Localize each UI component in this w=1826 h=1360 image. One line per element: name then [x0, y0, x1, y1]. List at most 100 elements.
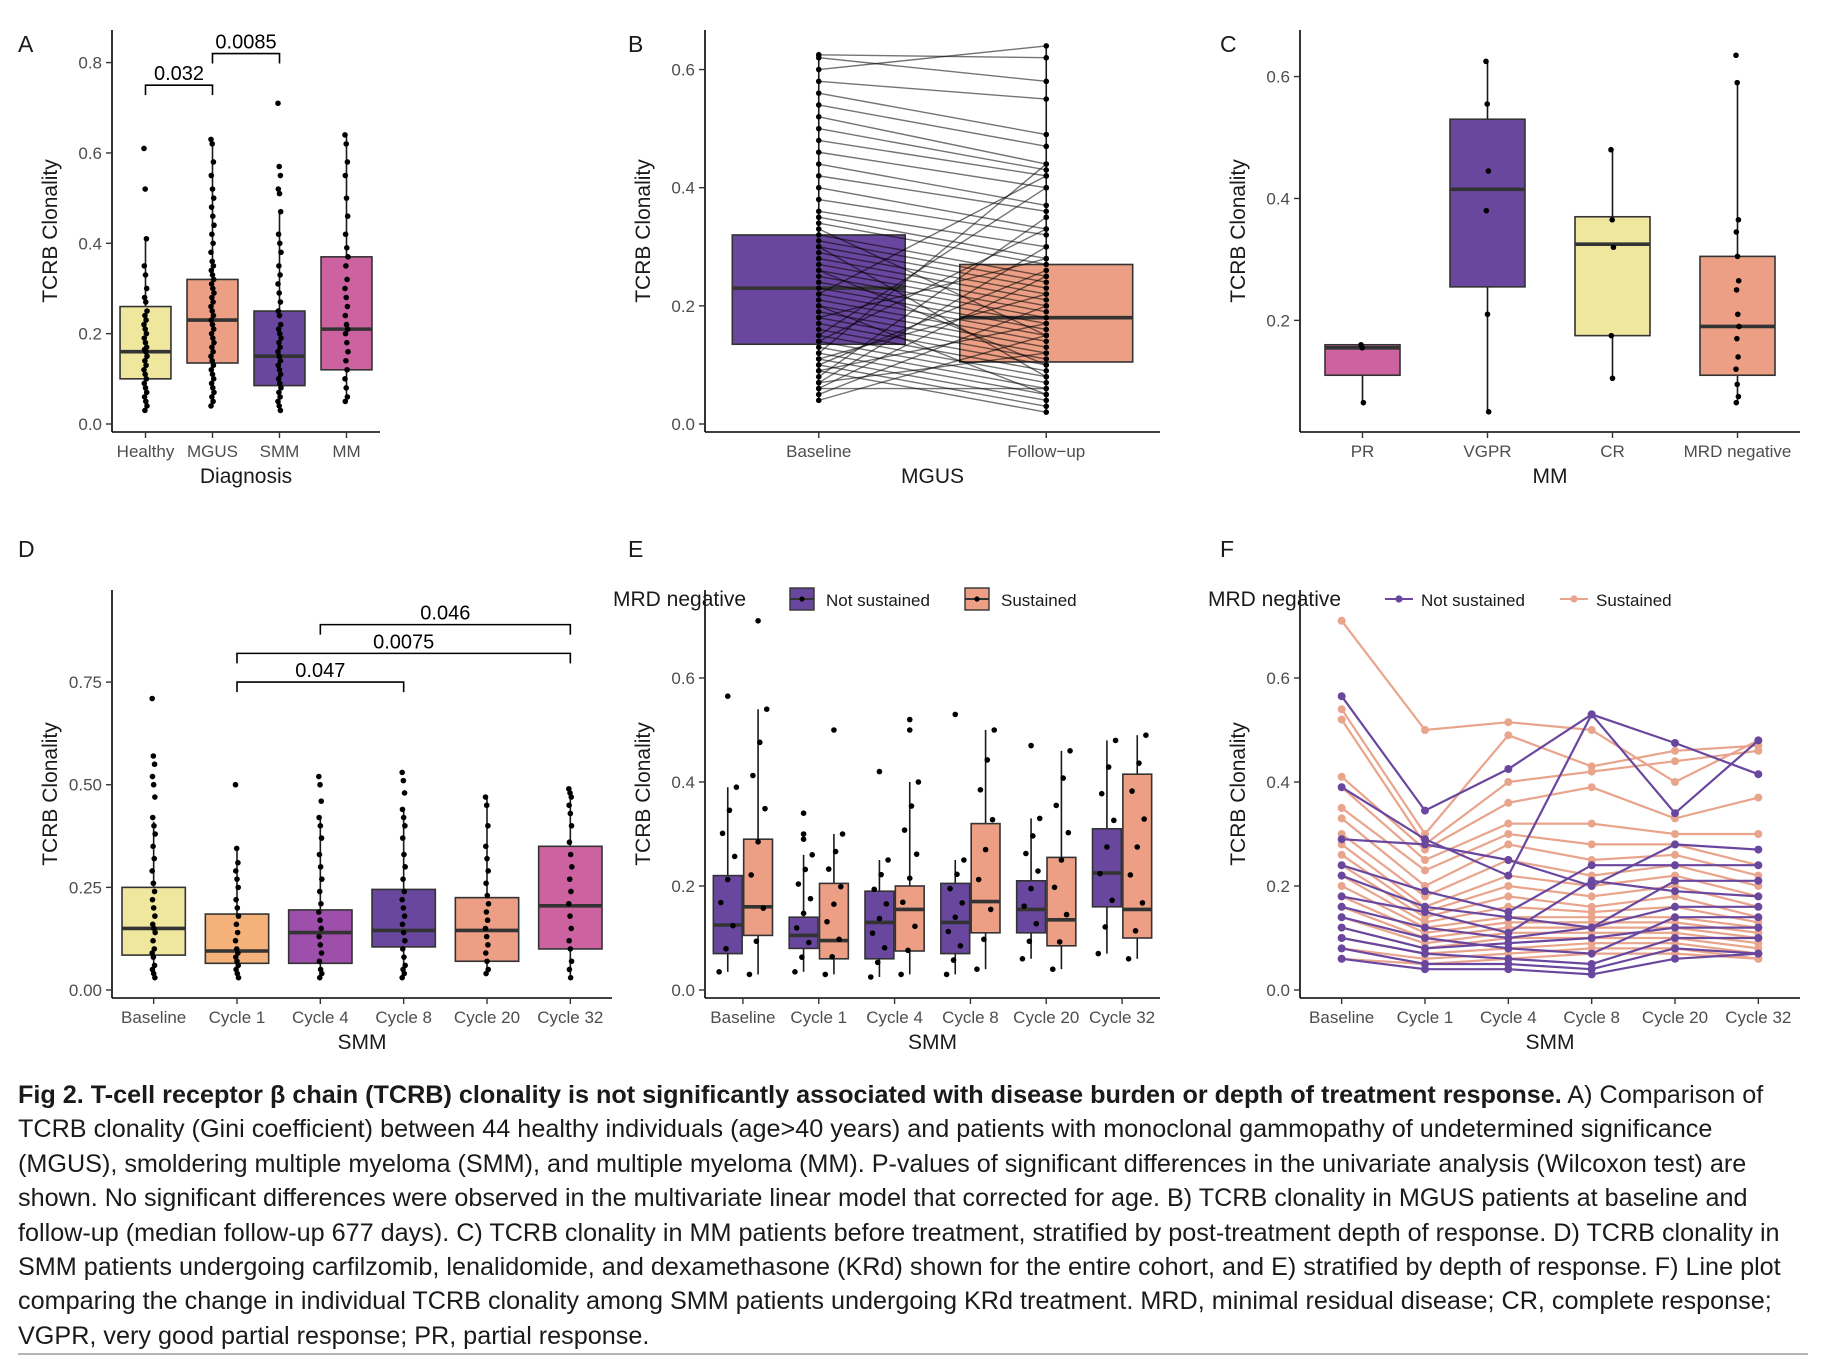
paired-line	[818, 216, 1047, 378]
data-point	[151, 822, 157, 829]
data-point	[569, 864, 575, 870]
line-point	[1337, 882, 1346, 890]
data-point	[1102, 924, 1108, 930]
significance-bracket	[236, 652, 572, 664]
data-point	[399, 806, 406, 813]
data-point	[232, 937, 239, 944]
data-point	[316, 958, 323, 965]
line-point	[1421, 726, 1429, 734]
data-point	[483, 843, 489, 850]
data-point	[984, 757, 991, 763]
data-point	[1736, 323, 1742, 330]
data-point	[208, 353, 214, 360]
data-point	[316, 888, 323, 895]
data-point	[1734, 79, 1740, 86]
data-point	[1609, 217, 1615, 223]
data-point	[143, 348, 149, 355]
y-tick-label: 0.2	[1266, 877, 1290, 896]
data-point	[485, 822, 491, 829]
data-point	[210, 348, 216, 355]
line-point	[1754, 830, 1763, 838]
patient-line	[1341, 879, 1759, 934]
data-point	[954, 871, 960, 878]
line-point	[1671, 923, 1679, 932]
data-point	[815, 391, 822, 398]
data-point	[208, 403, 214, 409]
data-point	[141, 263, 148, 269]
data-point	[342, 330, 349, 337]
data-point	[208, 204, 215, 210]
data-point	[233, 868, 239, 874]
data-point	[344, 303, 351, 310]
data-point	[142, 357, 148, 364]
outlier-point	[724, 693, 731, 699]
line-point	[1337, 692, 1346, 701]
data-point	[277, 344, 283, 351]
patient-line	[1340, 786, 1759, 862]
data-point	[815, 326, 822, 333]
data-point	[1139, 900, 1146, 906]
data-point	[317, 917, 323, 924]
data-point	[1735, 217, 1742, 223]
data-point	[152, 974, 158, 981]
data-point	[278, 249, 284, 256]
data-point	[566, 839, 573, 846]
line-point	[1421, 949, 1429, 958]
data-point	[1043, 285, 1050, 291]
data-point	[210, 398, 216, 405]
paired-line	[818, 175, 1047, 295]
data-point	[809, 852, 816, 858]
data-point	[831, 901, 837, 907]
paired-line	[818, 187, 1047, 336]
x-tick-label: Cycle 20	[454, 1008, 520, 1027]
data-point	[343, 263, 349, 269]
data-point	[815, 161, 822, 167]
data-point	[795, 881, 802, 887]
line-point	[1504, 830, 1513, 838]
data-point	[1043, 243, 1050, 250]
paired-line	[818, 216, 1047, 260]
data-point	[716, 969, 722, 975]
data-point	[815, 338, 822, 345]
data-point	[277, 272, 283, 278]
data-point	[208, 172, 215, 179]
line-point	[1754, 949, 1763, 958]
data-point	[151, 855, 158, 862]
data-point	[815, 332, 822, 339]
box	[1122, 773, 1153, 939]
data-point	[275, 376, 282, 382]
data-point	[400, 777, 407, 784]
data-point	[1483, 207, 1490, 214]
legend-entry-label: Sustained	[1596, 591, 1672, 610]
data-point	[210, 385, 216, 391]
data-point	[726, 807, 733, 814]
x-tick-label: SMM	[260, 442, 300, 461]
line-point	[1671, 913, 1679, 922]
data-point	[142, 371, 148, 378]
line-point	[1587, 840, 1596, 849]
y-tick-label: 0.6	[1266, 68, 1290, 87]
panel-label: A	[18, 31, 34, 57]
patient-line	[1341, 874, 1759, 929]
panel-e: 0.0 0.2 0.4 0.6 TCRB Clonality SMM E Baseline Cy…	[613, 536, 1160, 1054]
data-point	[567, 974, 574, 981]
line-point	[1671, 778, 1679, 786]
data-point	[1043, 161, 1050, 167]
data-point	[869, 930, 876, 936]
data-point	[399, 921, 406, 928]
panel-f: 0.0 0.2 0.4 0.6 TCRB Clonality SMM F Baseline Cy…	[1208, 536, 1800, 1054]
paired-line	[818, 104, 1047, 148]
data-point	[345, 348, 351, 355]
data-point	[1143, 732, 1149, 738]
data-point	[1023, 850, 1029, 857]
data-point	[344, 326, 351, 332]
box	[970, 822, 1001, 934]
data-point	[989, 816, 996, 823]
patient-line	[1341, 713, 1759, 878]
patient-line	[1341, 905, 1759, 940]
data-point	[210, 299, 216, 305]
line-point	[1671, 934, 1679, 942]
box	[1449, 118, 1526, 288]
figure-caption: Fig 2. T-cell receptor β chain (TCRB) cl…	[18, 1078, 1808, 1353]
line-point	[1421, 856, 1429, 864]
